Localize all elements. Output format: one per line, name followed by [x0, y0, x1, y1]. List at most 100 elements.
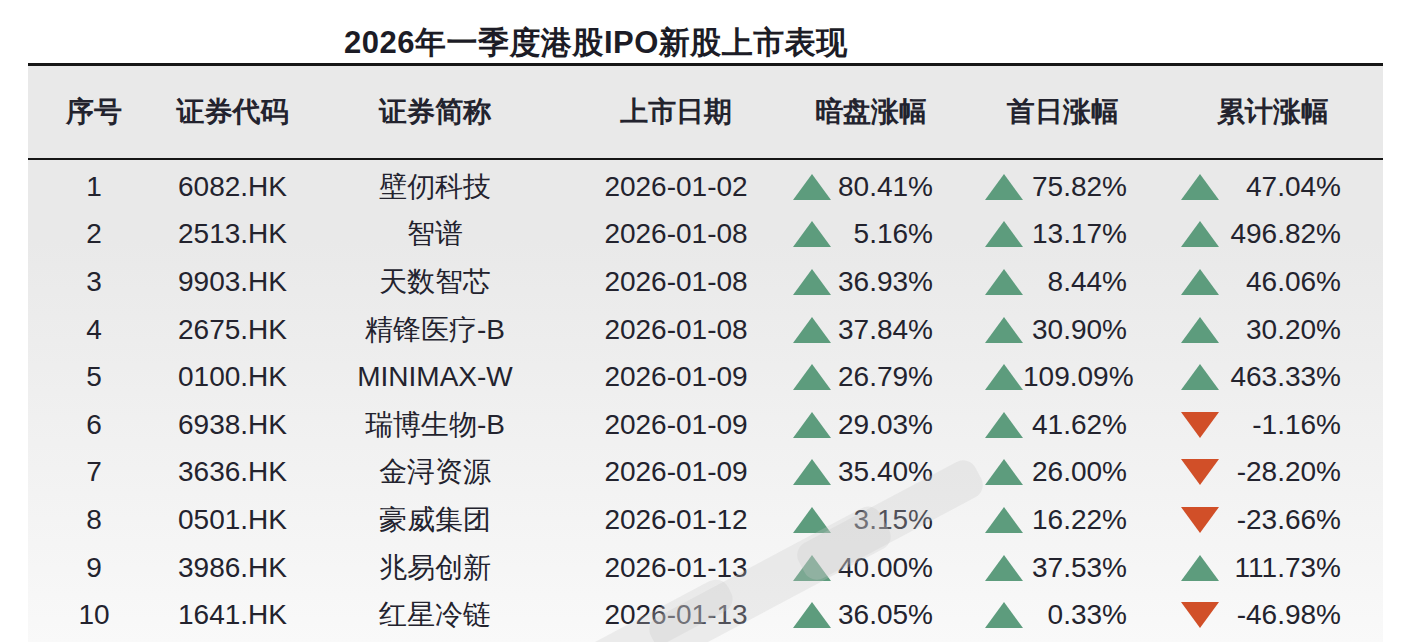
cell-cumulative-gain: -1.16% — [1137, 409, 1349, 441]
pct-value-cumulative-gain: 463.33% — [1219, 361, 1349, 393]
column-header-dark-gain: 暗盘涨幅 — [787, 93, 945, 131]
up-triangle-icon — [793, 364, 831, 390]
ipo-table: 序号证券代码证券简称上市日期暗盘涨幅首日涨幅累计涨幅 16082.HK壁仞科技2… — [28, 63, 1383, 642]
pct-value-dark-gain: 37.84% — [831, 314, 945, 346]
up-triangle-icon — [793, 412, 831, 438]
pct-value-first-day-gain: 0.33% — [1023, 599, 1137, 631]
cell-code: 2675.HK — [160, 314, 305, 346]
up-triangle-icon — [793, 221, 831, 247]
cell-code: 0501.HK — [160, 504, 305, 536]
column-header-date: 上市日期 — [565, 93, 787, 131]
up-triangle-icon — [985, 459, 1023, 485]
up-triangle-icon — [1181, 317, 1219, 343]
table-row: 80501.HK豪威集团2026-01-123.15%16.22%-23.66% — [28, 496, 1383, 544]
pct-value-cumulative-gain: -23.66% — [1219, 504, 1349, 536]
column-header-no: 序号 — [28, 93, 160, 131]
cell-no: 8 — [28, 504, 160, 536]
pct-value-dark-gain: 3.15% — [831, 504, 945, 536]
up-triangle-icon — [985, 412, 1023, 438]
cell-no: 10 — [28, 599, 160, 631]
cell-cumulative-gain: -28.20% — [1137, 456, 1349, 488]
cell-name: 智谱 — [305, 215, 565, 253]
cell-no: 1 — [28, 171, 160, 203]
pct-value-cumulative-gain: -28.20% — [1219, 456, 1349, 488]
up-triangle-icon — [1181, 269, 1219, 295]
up-triangle-icon — [985, 602, 1023, 628]
cell-no: 5 — [28, 361, 160, 393]
table-row: 16082.HK壁仞科技2026-01-0280.41%75.82%47.04% — [28, 163, 1383, 211]
column-header-cumulative-gain: 累计涨幅 — [1137, 93, 1349, 131]
cell-dark-gain: 35.40% — [787, 456, 945, 488]
cell-date: 2026-01-09 — [565, 361, 787, 393]
cell-first-day-gain: 13.17% — [945, 218, 1137, 250]
pct-value-dark-gain: 35.40% — [831, 456, 945, 488]
cell-no: 4 — [28, 314, 160, 346]
pct-value-first-day-gain: 109.09% — [1023, 361, 1144, 393]
table-body: 16082.HK壁仞科技2026-01-0280.41%75.82%47.04%… — [28, 160, 1383, 639]
cell-date: 2026-01-08 — [565, 266, 787, 298]
up-triangle-icon — [985, 317, 1023, 343]
cell-date: 2026-01-08 — [565, 314, 787, 346]
pct-value-first-day-gain: 13.17% — [1023, 218, 1137, 250]
cell-code: 1641.HK — [160, 599, 305, 631]
cell-date: 2026-01-09 — [565, 456, 787, 488]
pct-value-first-day-gain: 75.82% — [1023, 171, 1137, 203]
pct-value-dark-gain: 36.93% — [831, 266, 945, 298]
cell-dark-gain: 37.84% — [787, 314, 945, 346]
cell-name: 豪威集团 — [305, 501, 565, 539]
cell-date: 2026-01-02 — [565, 171, 787, 203]
up-triangle-icon — [985, 221, 1023, 247]
up-triangle-icon — [793, 269, 831, 295]
pct-value-cumulative-gain: 496.82% — [1219, 218, 1349, 250]
cell-first-day-gain: 37.53% — [945, 552, 1137, 584]
pct-value-dark-gain: 5.16% — [831, 218, 945, 250]
table-row: 101641.HK红星冷链2026-01-1336.05%0.33%-46.98… — [28, 591, 1383, 639]
cell-code: 0100.HK — [160, 361, 305, 393]
down-triangle-icon — [1181, 459, 1219, 485]
up-triangle-icon — [793, 602, 831, 628]
table-row: 39903.HK天数智芯2026-01-0836.93%8.44%46.06% — [28, 258, 1383, 306]
column-header-code: 证券代码 — [160, 93, 305, 131]
pct-value-cumulative-gain: 47.04% — [1219, 171, 1349, 203]
cell-name: 红星冷链 — [305, 596, 565, 634]
cell-code: 3986.HK — [160, 552, 305, 584]
pct-value-first-day-gain: 37.53% — [1023, 552, 1137, 584]
cell-name: 金浔资源 — [305, 453, 565, 491]
cell-date: 2026-01-13 — [565, 599, 787, 631]
pct-value-cumulative-gain: -1.16% — [1219, 409, 1349, 441]
pct-value-first-day-gain: 26.00% — [1023, 456, 1137, 488]
cell-no: 3 — [28, 266, 160, 298]
pct-value-dark-gain: 29.03% — [831, 409, 945, 441]
column-header-name: 证券简称 — [305, 93, 565, 131]
up-triangle-icon — [1181, 364, 1219, 390]
cell-dark-gain: 36.93% — [787, 266, 945, 298]
cell-cumulative-gain: 46.06% — [1137, 266, 1349, 298]
cell-no: 2 — [28, 218, 160, 250]
cell-name: 精锋医疗-B — [305, 311, 565, 349]
cell-no: 9 — [28, 552, 160, 584]
pct-value-first-day-gain: 30.90% — [1023, 314, 1137, 346]
cell-code: 3636.HK — [160, 456, 305, 488]
table-row: 50100.HKMINIMAX-W2026-01-0926.79%109.09%… — [28, 353, 1383, 401]
cell-name: 瑞博生物-B — [305, 406, 565, 444]
cell-cumulative-gain: -46.98% — [1137, 599, 1349, 631]
table-row: 42675.HK精锋医疗-B2026-01-08 37.84% 30.90%30.2… — [28, 306, 1383, 354]
cell-first-day-gain: 75.82% — [945, 171, 1137, 203]
down-triangle-icon — [1181, 602, 1219, 628]
table-row: 22513.HK智谱2026-01-085.16%13.17%496.82% — [28, 211, 1383, 259]
cell-first-day-gain: 26.00% — [945, 456, 1137, 488]
cell-dark-gain: 3.15% — [787, 504, 945, 536]
up-triangle-icon — [985, 507, 1023, 533]
table-row: 66938.HK瑞博生物-B2026-01-0929.03%41.62%-1.1… — [28, 401, 1383, 449]
up-triangle-icon — [1181, 555, 1219, 581]
up-triangle-icon — [1181, 174, 1219, 200]
cell-first-day-gain: 16.22% — [945, 504, 1137, 536]
pct-value-first-day-gain: 16.22% — [1023, 504, 1137, 536]
cell-first-day-gain: 0.33% — [945, 599, 1137, 631]
table-row: 73636.HK金浔资源2026-01-0935.40%26.00%-28.20… — [28, 449, 1383, 497]
down-triangle-icon — [1181, 412, 1219, 438]
cell-cumulative-gain: 30.20% — [1137, 314, 1349, 346]
cell-dark-gain: 5.16% — [787, 218, 945, 250]
cell-cumulative-gain: 463.33% — [1137, 361, 1349, 393]
cell-code: 6082.HK — [160, 171, 305, 203]
